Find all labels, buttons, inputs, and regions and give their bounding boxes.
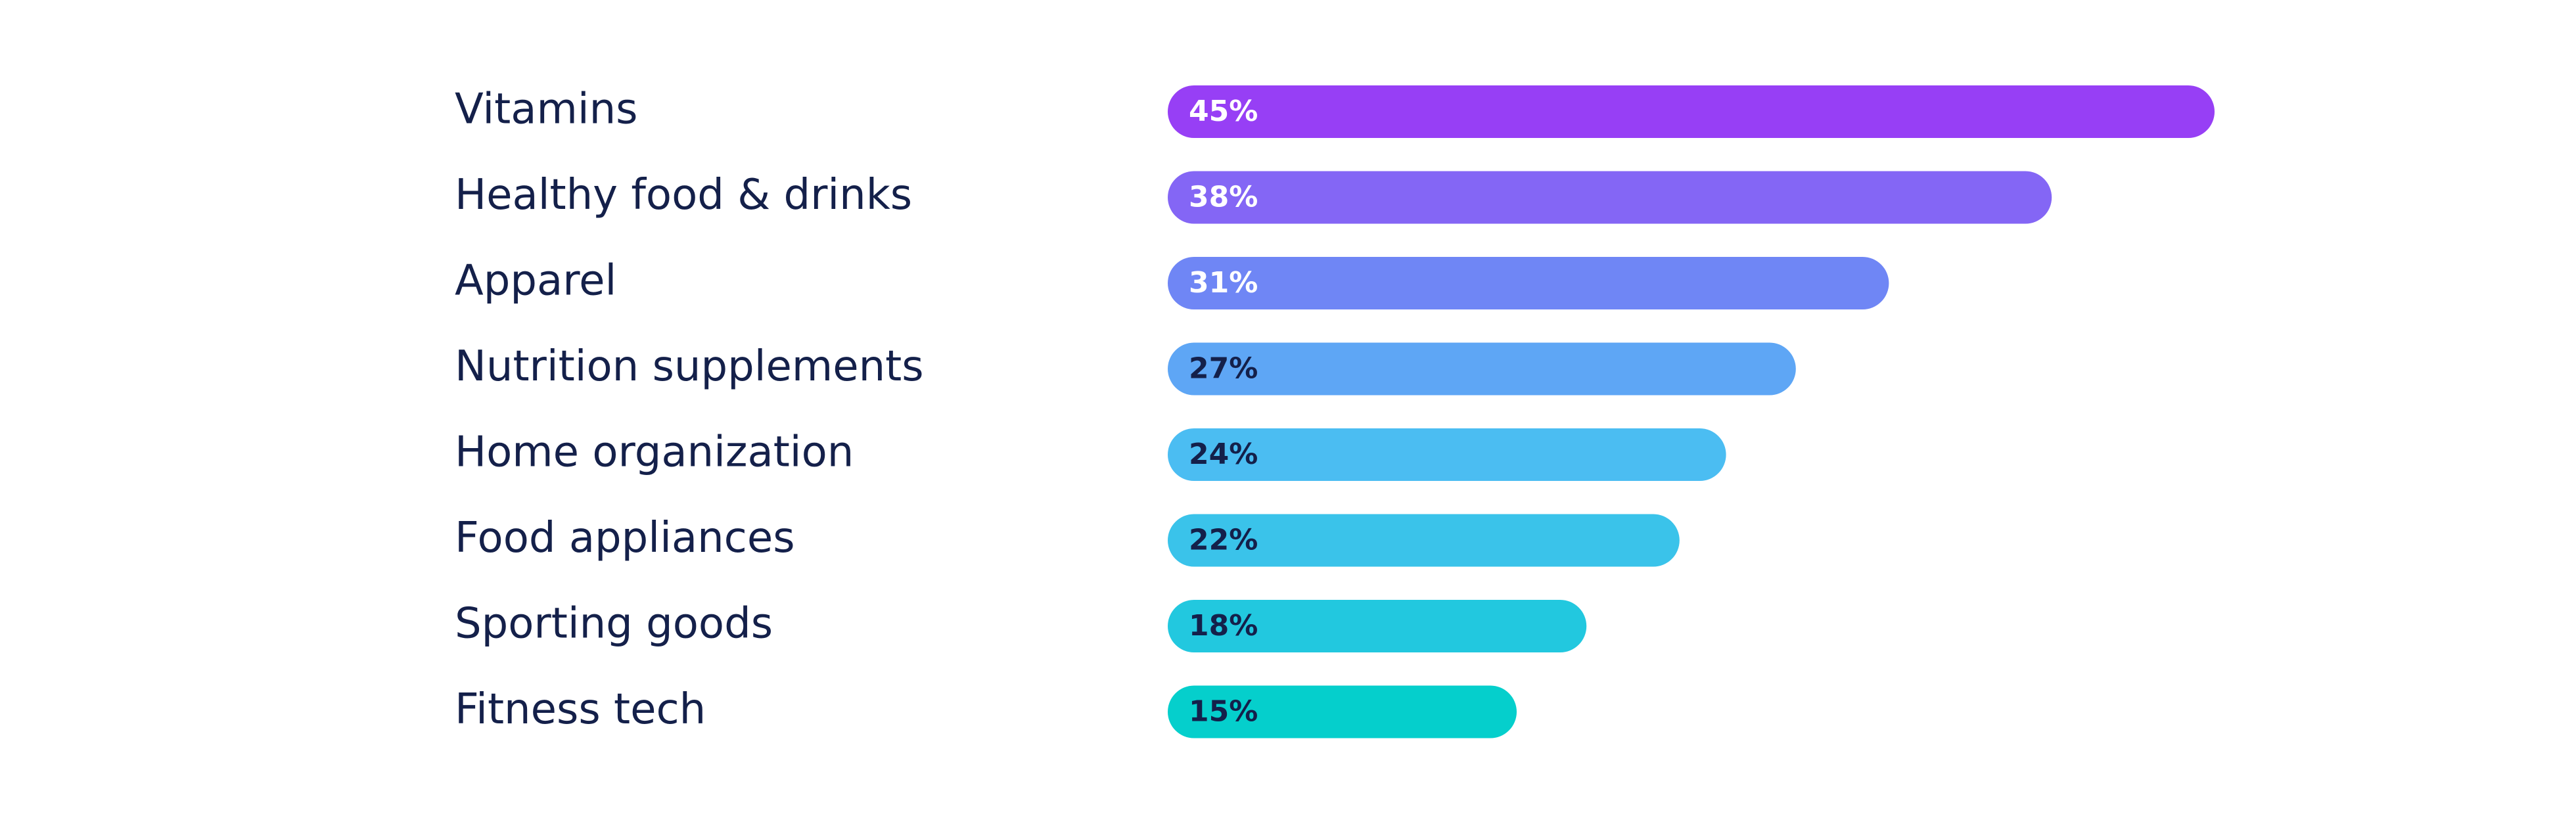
bar <box>1168 428 1726 481</box>
value-label: 15% <box>1189 695 1258 729</box>
value-label: 38% <box>1189 181 1258 214</box>
category-label: Healthy food & drinks <box>455 171 912 219</box>
category-label: Sporting goods <box>455 600 773 648</box>
bar <box>1168 514 1680 567</box>
value-label: 22% <box>1189 524 1258 557</box>
value-label: 45% <box>1189 95 1258 128</box>
bar <box>1168 342 1796 396</box>
category-label: Food appliances <box>455 514 795 562</box>
value-label: 27% <box>1189 352 1258 386</box>
value-label: 18% <box>1189 609 1258 643</box>
value-label: 24% <box>1189 438 1258 471</box>
category-label: Vitamins <box>455 85 638 134</box>
bar <box>1168 257 1889 309</box>
category-label: Home organization <box>455 428 854 477</box>
category-label: Nutrition supplements <box>455 342 924 391</box>
bar <box>1168 85 2215 138</box>
value-label: 31% <box>1189 266 1258 300</box>
category-label: Fitness tech <box>455 685 706 734</box>
bar <box>1168 600 1587 652</box>
bar <box>1168 685 1517 738</box>
bar <box>1168 171 2052 224</box>
category-label: Apparel <box>455 257 616 306</box>
bars-layer: Vitamins 45% Healthy food & drinks 38% Appar… <box>455 85 2215 738</box>
